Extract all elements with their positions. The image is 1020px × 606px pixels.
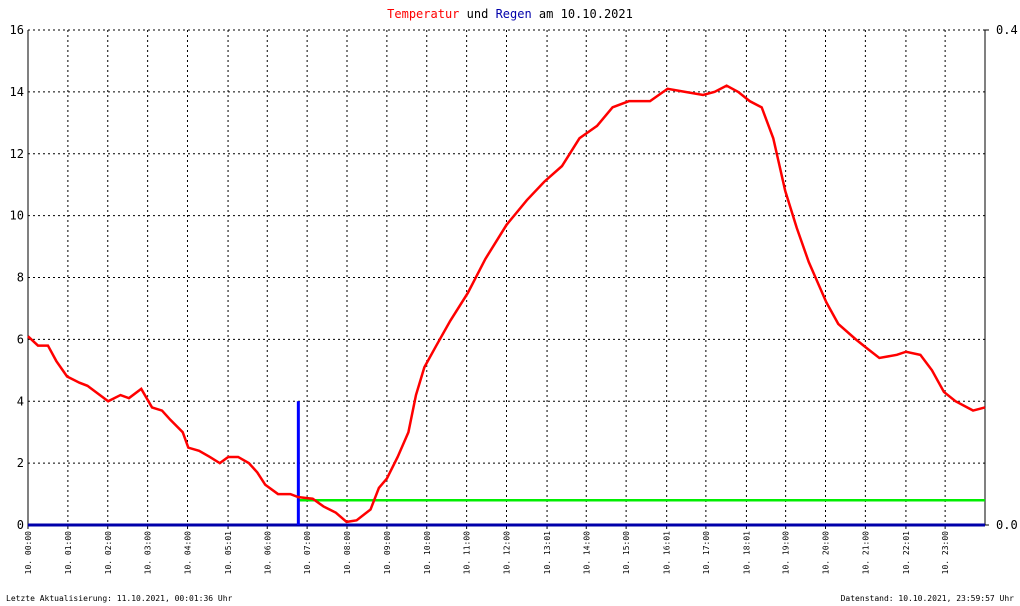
x-tick-label: 10. 13:01: [543, 531, 552, 575]
x-tick-label: 10. 14:00: [582, 531, 591, 575]
x-tick-label: 10. 19:00: [782, 531, 791, 575]
chart-title: Temperatur und Regen am 10.10.2021: [387, 7, 633, 21]
rain-bar: [296, 401, 300, 525]
y-tick-label: 14: [10, 85, 24, 99]
x-tick-label: 10. 15:00: [622, 531, 631, 575]
x-tick-label: 10. 18:01: [742, 531, 751, 575]
x-tick-label: 10. 03:00: [144, 531, 153, 575]
y-tick-label: 6: [17, 332, 24, 346]
x-tick-label: 10. 20:00: [822, 531, 831, 575]
x-tick-label: 10. 02:00: [104, 531, 113, 575]
footer-right: Datenstand: 10.10.2021, 23:59:57 Uhr: [841, 594, 1015, 603]
title-rain: Regen: [496, 7, 532, 21]
x-tick-label: 10. 04:00: [184, 531, 193, 575]
x-tick-label: 10. 01:00: [64, 531, 73, 575]
x-tick-label: 10. 00:00: [24, 531, 33, 575]
title-joiner: und: [467, 7, 489, 21]
y-tick-label: 10: [10, 209, 24, 223]
y-tick-label: 8: [17, 271, 24, 285]
x-tick-label: 10. 22:01: [902, 531, 911, 575]
x-tick-label: 10. 10:00: [423, 531, 432, 575]
y2-tick-label: 0.0: [996, 518, 1018, 532]
title-temp: Temperatur: [387, 7, 459, 21]
x-tick-label: 10. 09:00: [383, 531, 392, 575]
x-tick-label: 10. 08:00: [343, 531, 352, 575]
x-tick-label: 10. 06:00: [263, 531, 272, 575]
y2-tick-label: 0.4: [996, 23, 1018, 37]
y-tick-label: 16: [10, 23, 24, 37]
y-tick-label: 4: [17, 394, 24, 408]
series-line: [27, 84, 986, 524]
x-tick-label: 10. 05:01: [224, 531, 233, 575]
y-tick-label: 0: [17, 518, 24, 532]
footer-left: Letzte Aktualisierung: 11.10.2021, 00:01…: [6, 594, 233, 603]
y-tick-label: 12: [10, 147, 24, 161]
x-tick-label: 10. 17:00: [702, 531, 711, 575]
x-tick-label: 10. 21:00: [861, 531, 870, 575]
x-tick-label: 10. 12:00: [503, 531, 512, 575]
x-tick-label: 10. 07:00: [303, 531, 312, 575]
x-tick-label: 10. 23:00: [941, 531, 950, 575]
y-tick-label: 2: [17, 456, 24, 470]
x-tick-label: 10. 11:00: [463, 531, 472, 575]
title-suffix: am 10.10.2021: [539, 7, 633, 21]
x-tick-label: 10. 16:01: [663, 531, 672, 575]
